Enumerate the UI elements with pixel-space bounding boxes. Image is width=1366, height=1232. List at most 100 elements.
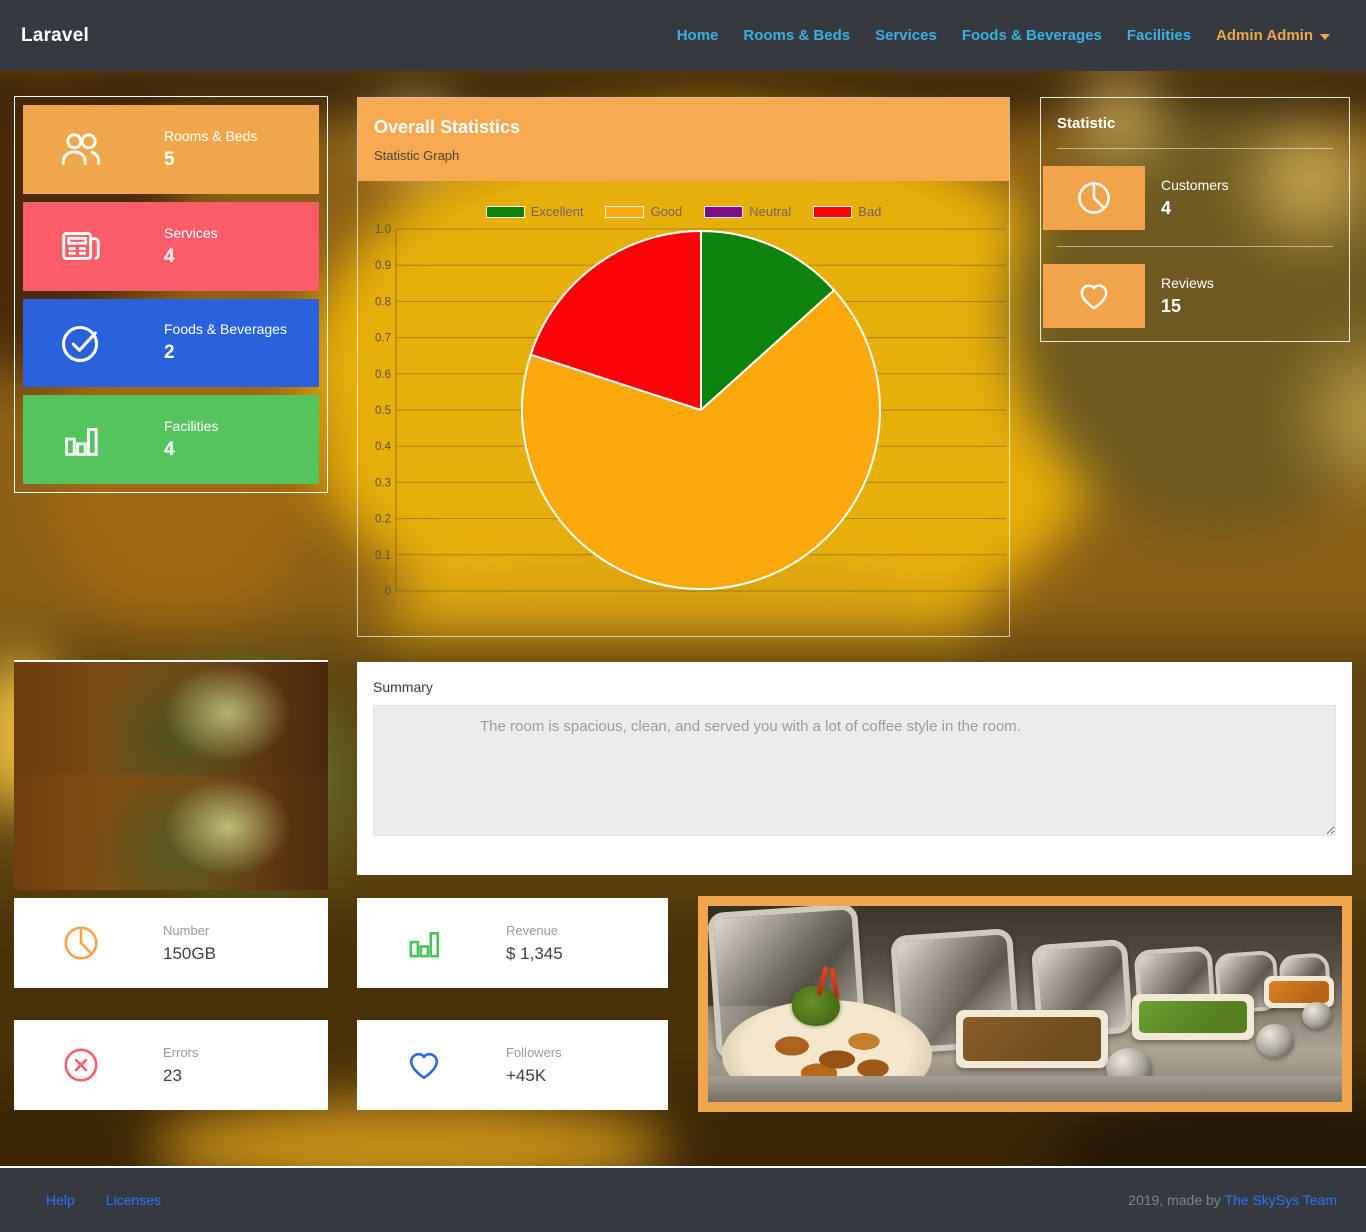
mini-card-label: Revenue [506,922,559,938]
tile-label: Foods & Beverages [164,321,287,338]
nav-item-rooms-beds[interactable]: Rooms & Beds [743,27,851,44]
card-followers: Followers +45K [357,1020,668,1110]
footer-links: Help Licenses [46,1192,161,1208]
legend-item-excellent: Excellent [485,204,584,219]
bar-chart-icon [58,417,104,463]
buffet-photo [698,896,1352,1112]
overall-statistics-panel: Overall Statistics Statistic Graph 1.0 0.… [357,97,1010,637]
nav-item-services[interactable]: Services [875,27,937,44]
brand-laravel[interactable]: Laravel [21,24,89,46]
mini-card-value: +45K [506,1065,547,1085]
footer-link-team[interactable]: The SkySys Team [1224,1192,1337,1208]
mini-card-label: Number [163,922,210,938]
tile-value: 2 [164,342,175,364]
footer: Help Licenses 2019, made by The SkySys T… [0,1166,1366,1232]
legend-swatch-bad [813,205,853,218]
pie-chart-icon [60,922,102,964]
panel-header: Overall Statistics Statistic Graph [358,98,1009,181]
check-circle-icon [58,320,104,366]
top-navbar: Laravel Home Rooms & Beds Services Foods… [0,0,1366,71]
statistic-row-customers: Customers 4 [1041,166,1349,230]
summary-card: Summary [357,662,1352,875]
card-number: Number 150GB [14,898,328,988]
pie-chart-icon [1043,166,1145,230]
mini-card-label: Followers [506,1044,562,1060]
legend-label: Bad [858,204,882,219]
statistic-title: Statistic [1057,115,1116,132]
statistic-row-reviews: Reviews 15 [1041,264,1349,328]
panel-title: Overall Statistics [374,117,521,137]
legend-swatch-neutral [704,205,744,218]
heart-icon [403,1044,445,1086]
legend-swatch-excellent [485,205,525,218]
svg-text:0.3: 0.3 [375,477,391,489]
footer-copyright: 2019, made by The SkySys Team [1128,1192,1337,1208]
legend-item-neutral: Neutral [704,204,791,219]
svg-text:0.6: 0.6 [375,369,391,381]
x-circle-icon [60,1044,102,1086]
sidebar-card-rooms-beds: Rooms & Beds 5 [23,105,319,194]
photo-shape [956,1010,1108,1068]
nav-item-foods-beverages[interactable]: Foods & Beverages [961,27,1102,44]
sidebar-card-facilities: Facilities 4 [23,395,319,484]
chart-area: 1.0 0.9 0.8 0.7 0.6 0.5 0.4 0.3 0.2 0.1 0 Excellen… [358,181,1009,636]
svg-text:0: 0 [385,586,391,598]
mini-card-value: 23 [163,1065,182,1085]
summary-textarea[interactable] [373,705,1336,836]
svg-text:0.4: 0.4 [375,441,392,453]
card-errors: Errors 23 [14,1020,328,1110]
statistic-panel: Statistic Customers 4 Reviews 15 [1040,97,1350,342]
nav-item-facilities[interactable]: Facilities [1126,27,1192,44]
copyright-text: 2019, made by [1128,1192,1225,1208]
sidebar-card-services: Services 4 [23,201,319,291]
photo-shape [1256,1024,1294,1058]
photo-shape [708,1076,1342,1102]
svg-text:0.5: 0.5 [375,405,391,417]
newspaper-icon [58,223,104,269]
tile-label: Services [164,224,218,241]
footer-link-help[interactable]: Help [46,1192,75,1208]
user-name: Admin Admin [1216,27,1313,44]
mini-card-value: $ 1,345 [506,943,563,963]
divider [1057,148,1333,149]
statistic-label: Customers [1161,177,1229,193]
statistic-value: 4 [1161,198,1172,218]
legend-label: Excellent [530,204,584,219]
footer-link-licenses[interactable]: Licenses [105,1192,162,1208]
photo-shape [792,986,840,1026]
pie-chart: 1.0 0.9 0.8 0.7 0.6 0.5 0.4 0.3 0.2 0.1 0 [375,224,1006,598]
legend-item-bad: Bad [813,204,881,219]
svg-text:0.7: 0.7 [375,333,391,345]
user-dropdown[interactable]: Admin Admin [1216,27,1330,44]
summary-label: Summary [373,679,433,695]
card-revenue: Revenue $ 1,345 [357,898,668,988]
panel-subtitle: Statistic Graph [374,148,460,163]
tile-value: 4 [164,245,175,267]
sidebar-card-foods-beverages: Foods & Beverages 2 [23,298,319,388]
tile-label: Facilities [164,418,219,435]
users-icon [58,126,104,172]
mini-card-value: 150GB [163,943,216,963]
svg-text:0.2: 0.2 [375,514,391,526]
divider [1057,246,1333,247]
mini-card-label: Errors [163,1044,199,1060]
svg-text:0.8: 0.8 [375,296,391,308]
caret-down-icon [1320,33,1330,40]
photo-shape [1132,994,1254,1040]
svg-text:1.0: 1.0 [375,224,391,236]
svg-text:0.1: 0.1 [375,550,391,562]
statistic-label: Reviews [1161,275,1214,291]
nav-item-home[interactable]: Home [676,27,719,44]
nav-links: Home Rooms & Beds Services Foods & Bever… [677,27,1330,44]
tile-value: 4 [164,439,175,461]
heart-icon [1043,264,1145,328]
svg-text:0.9: 0.9 [375,260,391,272]
sidebar-stat-tiles: Rooms & Beds 5 Services 4 [14,96,328,493]
tile-label: Rooms & Beds [164,127,258,144]
photo-shape [1302,1002,1332,1029]
legend-label: Neutral [749,204,792,219]
bar-chart-icon [403,922,445,964]
legend-label: Good [650,204,683,219]
statistic-value: 15 [1161,296,1182,316]
